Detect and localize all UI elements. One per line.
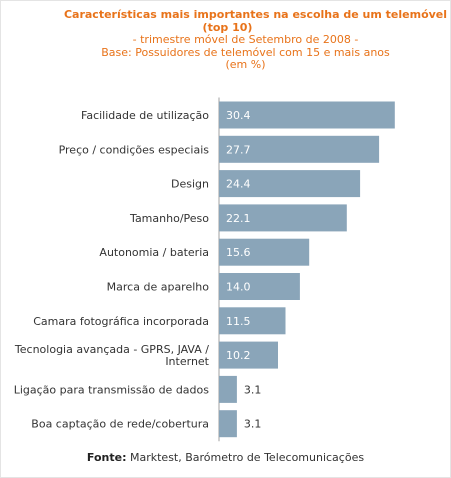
category-label: Ligação para transmissão de dados [14, 383, 210, 396]
category-label-line: Facilidade de utilização [81, 109, 209, 122]
source-label: Fonte: [86, 451, 127, 464]
category-label: Tamanho/Peso [129, 212, 209, 225]
category-label-line: Autonomia / bateria [99, 246, 209, 259]
bar [219, 170, 361, 198]
category-label-line: Tamanho/Peso [129, 212, 209, 225]
chart-title-continued: (top 10) [202, 20, 253, 34]
chart-base-note: Base: Possuidores de telemóvel com 15 e … [101, 45, 390, 59]
category-label-line: Internet [165, 355, 209, 368]
category-label: Preço / condições especiais [59, 143, 210, 156]
bar-value-label: 14.0 [226, 281, 251, 294]
bar [219, 273, 300, 300]
bar-value-label: 22.1 [226, 212, 251, 225]
chart-title: Características mais importantes na esco… [63, 8, 448, 21]
category-label-line: Boa captação de rede/cobertura [31, 418, 209, 431]
category-label: Facilidade de utilização [81, 109, 209, 122]
chart-unit-note: (em %) [225, 58, 266, 71]
bar [219, 135, 380, 163]
bar [219, 410, 237, 438]
bar-value-label: 11.5 [226, 315, 251, 328]
bar-value-label: 10.2 [226, 349, 251, 362]
bar [219, 341, 278, 369]
category-label-line: Tecnologia avançada - GPRS, JAVA / [14, 343, 209, 356]
bar-value-label: 3.1 [244, 383, 262, 396]
category-label-line: Camara fotográfica incorporada [33, 315, 209, 328]
chart-subtitle: - trimestre móvel de Setembro de 2008 - [132, 33, 359, 46]
category-label: Tecnologia avançada - GPRS, JAVA / Intern… [14, 343, 210, 368]
category-label-line: Marca de aparelho [107, 281, 210, 294]
category-label-line: Design [171, 178, 209, 191]
bar [219, 204, 347, 232]
bar-value-label: 24.4 [226, 178, 251, 191]
bar [219, 238, 310, 266]
bar [219, 307, 286, 335]
category-label: Autonomia / bateria [99, 246, 209, 259]
chart-source: Fonte: Marktest, Barómetro de Telecomuni… [0, 451, 451, 464]
bar-value-label: 30.4 [226, 109, 251, 122]
category-label: Design [171, 178, 209, 191]
category-label-line: Ligação para transmissão de dados [14, 383, 210, 396]
bar-value-label: 15.6 [226, 246, 251, 259]
bar [219, 375, 237, 403]
bar-value-label: 3.1 [244, 418, 262, 431]
bar [219, 101, 395, 129]
bar-value-label: 27.7 [226, 143, 251, 156]
source-text: Marktest, Barómetro de Telecomunicações [129, 451, 365, 464]
category-label: Marca de aparelho [107, 281, 210, 294]
category-label: Boa captação de rede/cobertura [31, 418, 209, 431]
chart-header: Características mais importantes na esco… [0, 8, 451, 72]
category-label-line: Preço / condições especiais [59, 143, 210, 156]
category-label: Camara fotográfica incorporada [33, 315, 209, 328]
